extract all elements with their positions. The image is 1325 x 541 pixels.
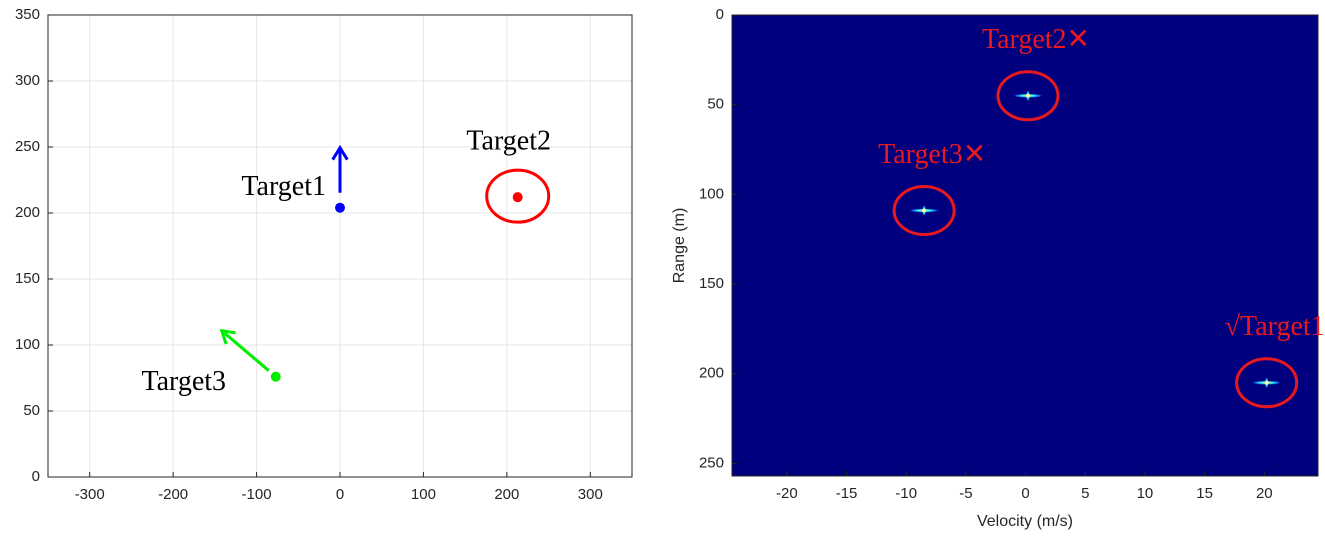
y-tick-label: 100 <box>699 185 724 202</box>
x-tick-label: 0 <box>336 486 344 503</box>
target-circle <box>485 168 551 224</box>
x-tick-label: -5 <box>959 485 972 502</box>
peak-glow <box>1264 380 1269 385</box>
arrow-head <box>219 328 236 345</box>
x-tick-label: 5 <box>1081 485 1089 502</box>
axes-frame <box>731 14 1319 477</box>
peak <box>1011 89 1044 102</box>
peak-label: √Target1 <box>1225 311 1325 342</box>
y-tick-label: 100 <box>15 336 40 353</box>
y-tick-label: 50 <box>23 402 40 419</box>
x-tick-label: -10 <box>895 485 917 502</box>
peak-label: Target2✕ <box>982 24 1090 55</box>
y-tick-label: 300 <box>15 72 40 89</box>
y-tick-label: 150 <box>699 275 724 292</box>
x-tick-label: 15 <box>1196 485 1213 502</box>
target-label: Target3 <box>141 366 226 397</box>
peak <box>1250 376 1283 389</box>
target-label: Target1 <box>241 171 326 202</box>
peak <box>908 204 941 217</box>
x-tick-label: -20 <box>776 485 798 502</box>
peak-glow <box>922 208 927 213</box>
axes-frame <box>47 14 633 478</box>
target-point <box>270 371 281 382</box>
y-tick-label: 0 <box>32 468 40 485</box>
heading-arrow <box>220 329 270 372</box>
heatmap-background <box>732 15 1318 476</box>
y-axis-label: Range (m) <box>671 208 688 284</box>
x-tick-label: -15 <box>836 485 858 502</box>
x-tick-label: 20 <box>1256 485 1273 502</box>
x-tick-label: 300 <box>578 486 603 503</box>
x-tick-label: 0 <box>1021 485 1029 502</box>
peak-circle <box>892 185 956 237</box>
y-tick-label: 200 <box>15 204 40 221</box>
target-point <box>512 192 523 203</box>
x-tick-label: -300 <box>75 486 105 503</box>
peak-circle <box>1235 357 1299 409</box>
peak-glow <box>1025 93 1030 98</box>
x-tick-label: 10 <box>1137 485 1154 502</box>
arrow-head <box>331 144 349 161</box>
x-tick-label: -200 <box>158 486 188 503</box>
y-tick-label: 200 <box>699 365 724 382</box>
y-tick-label: 0 <box>716 6 724 23</box>
target-point <box>335 202 345 213</box>
x-tick-label: 100 <box>411 486 436 503</box>
y-tick-label: 150 <box>15 270 40 287</box>
x-tick-label: -100 <box>242 486 272 503</box>
target-label: Target2 <box>466 126 551 157</box>
y-tick-label: 250 <box>15 138 40 155</box>
peak-label: Target3✕ <box>878 139 986 170</box>
x-axis-label: Velocity (m/s) <box>977 513 1073 530</box>
y-tick-label: 50 <box>707 96 724 113</box>
x-tick-label: 200 <box>494 486 519 503</box>
peak-circle <box>996 70 1060 122</box>
y-tick-label: 350 <box>15 6 40 23</box>
y-tick-label: 250 <box>699 454 724 471</box>
